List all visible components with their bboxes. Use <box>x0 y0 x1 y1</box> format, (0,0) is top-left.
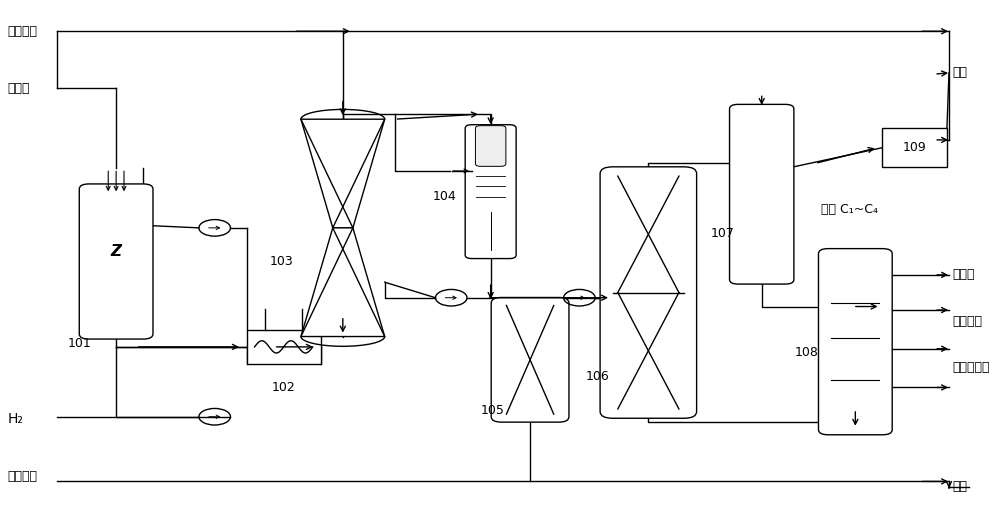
Text: 中间馏分: 中间馏分 <box>952 314 982 327</box>
Bar <box>247 330 321 363</box>
FancyBboxPatch shape <box>730 105 794 284</box>
FancyBboxPatch shape <box>818 248 892 435</box>
Text: 尾气: 尾气 <box>952 66 967 79</box>
Text: 102: 102 <box>272 381 296 393</box>
Text: 渣油: 渣油 <box>952 480 967 493</box>
Text: Z: Z <box>111 244 122 259</box>
Text: 101: 101 <box>68 336 92 349</box>
Text: H₂: H₂ <box>8 412 24 426</box>
FancyBboxPatch shape <box>465 124 516 258</box>
Text: 106: 106 <box>585 370 609 383</box>
FancyBboxPatch shape <box>475 126 506 166</box>
Polygon shape <box>301 119 385 228</box>
Text: 103: 103 <box>270 255 294 268</box>
Text: 洗洤蜡油: 洗洤蜡油 <box>8 470 38 483</box>
Text: 减压瓦斯油: 减压瓦斯油 <box>952 361 989 374</box>
Polygon shape <box>301 228 385 336</box>
Text: 石脑油: 石脑油 <box>952 268 974 281</box>
Text: 107: 107 <box>710 226 734 240</box>
Text: 104: 104 <box>432 190 456 203</box>
Bar <box>882 128 947 167</box>
Text: 108: 108 <box>795 346 819 359</box>
FancyBboxPatch shape <box>79 184 153 339</box>
Text: 减压渣油: 减压渣油 <box>8 25 38 38</box>
Text: 109: 109 <box>903 141 926 154</box>
Text: 105: 105 <box>481 404 505 417</box>
FancyBboxPatch shape <box>491 298 569 422</box>
Text: 气体 C₁~C₄: 气体 C₁~C₄ <box>821 203 878 216</box>
FancyBboxPatch shape <box>600 167 697 418</box>
Text: 崔化剂: 崔化剂 <box>8 82 30 95</box>
